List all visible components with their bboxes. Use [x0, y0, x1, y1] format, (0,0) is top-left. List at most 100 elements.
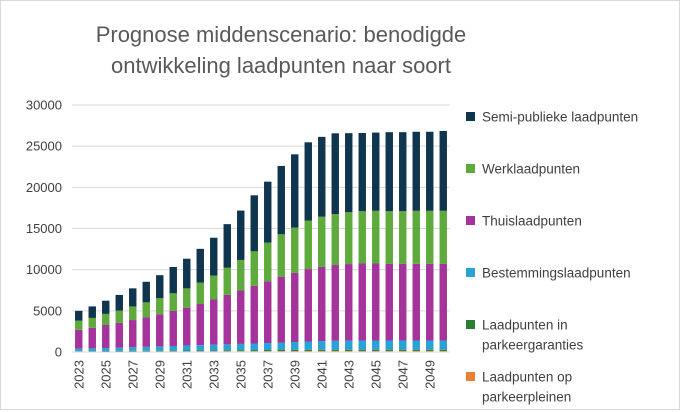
x-tick-label: 2035	[233, 360, 248, 389]
bar-segment	[291, 154, 299, 228]
bar-segment	[331, 340, 339, 350]
bar-segment	[102, 300, 110, 314]
bar-segment	[372, 349, 380, 351]
bar-segment	[318, 350, 326, 352]
bar-segment	[115, 347, 123, 351]
y-tick-label: 20000	[26, 180, 62, 195]
bar-segment	[412, 263, 420, 341]
y-tick-label: 30000	[26, 98, 62, 113]
bar-segment	[358, 349, 366, 351]
bar-segment	[237, 210, 245, 260]
bar-segment	[345, 264, 353, 341]
bar-segment	[156, 350, 164, 352]
bar-segment	[304, 142, 312, 221]
bar-segment	[183, 350, 191, 352]
x-tick-label: 2037	[260, 360, 275, 389]
bar-segment	[372, 340, 380, 350]
bar-segment	[439, 130, 447, 211]
bar-segment	[75, 310, 83, 321]
bar-segment	[88, 348, 96, 352]
bar-segment	[385, 263, 393, 341]
bar-segment	[237, 343, 245, 351]
bar-segment	[439, 350, 447, 352]
bar-segment	[318, 216, 326, 267]
bar-segment	[115, 310, 123, 323]
bar-segment	[115, 322, 123, 348]
bar-segment	[102, 351, 110, 352]
bar-segment	[372, 210, 380, 264]
bar-segment	[183, 345, 191, 351]
bar-segment	[210, 237, 218, 276]
chart-title-line-2: ontwikkeling laadpunten naar soort	[110, 53, 451, 78]
bar-segment	[196, 345, 204, 351]
bar-segment	[331, 265, 339, 341]
bar-segment	[183, 258, 191, 289]
bar-segment	[345, 212, 353, 265]
bar-segment	[385, 350, 393, 352]
legend-swatch	[466, 164, 475, 173]
x-tick-label: 2029	[152, 360, 167, 389]
bar-segment	[304, 341, 312, 350]
bar-segment	[129, 350, 137, 352]
bar-segment	[210, 344, 218, 351]
bar-segment	[385, 211, 393, 264]
bar-segment	[264, 281, 272, 344]
bar-segment	[142, 317, 150, 347]
x-tick-label: 2041	[314, 360, 329, 389]
bar-segment	[129, 288, 137, 307]
bar-segment	[426, 263, 434, 341]
bar-segment	[385, 349, 393, 351]
bar-segment	[372, 132, 380, 211]
bar-segment	[399, 211, 407, 264]
bar-segment	[237, 259, 245, 291]
bar-segment	[156, 314, 164, 347]
bar-segment	[183, 307, 191, 346]
chart-title-line-1: Prognose middenscenario: benodigde	[95, 22, 467, 47]
bar-segment	[250, 343, 258, 351]
bar-segment	[169, 345, 177, 351]
bar-segment	[358, 263, 366, 341]
bar-segment	[156, 298, 164, 315]
bar-segment	[439, 263, 447, 341]
bar-segment	[129, 320, 137, 348]
bar-segment	[372, 350, 380, 352]
bar-segment	[399, 132, 407, 212]
bar-segment	[345, 340, 353, 350]
bar-segment	[345, 350, 353, 352]
bar-segment	[331, 350, 339, 352]
bar-segment	[88, 306, 96, 318]
bar-segment	[210, 275, 218, 300]
x-tick-label: 2025	[98, 360, 113, 389]
bar-segment	[304, 269, 312, 342]
axes: 0 5000 10000 15000 20000 25000 30000 2023 2025 20…	[26, 98, 450, 389]
bar-segment	[304, 349, 312, 351]
bar-segment	[358, 340, 366, 350]
bar-segment	[318, 341, 326, 350]
bar-segment	[304, 350, 312, 352]
y-tick-label: 10000	[26, 262, 62, 277]
bar-segment	[399, 340, 407, 350]
bar-segment	[142, 346, 150, 351]
bar-segment	[412, 350, 420, 352]
bar-segment	[318, 266, 326, 342]
chart-title: Prognose middenscenario: benodigde ontwi…	[41, 19, 521, 81]
bar-segment	[102, 313, 110, 325]
y-tick-label: 5000	[33, 303, 62, 318]
bar-segment	[277, 234, 285, 277]
bar-segment	[237, 350, 245, 352]
bar-segment	[115, 294, 123, 311]
bar-segment	[426, 131, 434, 211]
bar-segment	[439, 340, 447, 350]
bar-segment	[250, 285, 258, 344]
bar-segment	[169, 350, 177, 352]
x-tick-label: 2049	[422, 360, 437, 389]
x-tick-label: 2027	[125, 360, 140, 389]
legend-swatch	[466, 372, 475, 381]
bar-segment	[264, 242, 272, 282]
bar-segment	[223, 294, 231, 345]
x-tick-label: 2043	[341, 360, 356, 389]
bar-segment	[277, 349, 285, 352]
bar-segment	[237, 290, 245, 344]
bar-segment	[223, 224, 231, 268]
bar-segment	[277, 165, 285, 235]
